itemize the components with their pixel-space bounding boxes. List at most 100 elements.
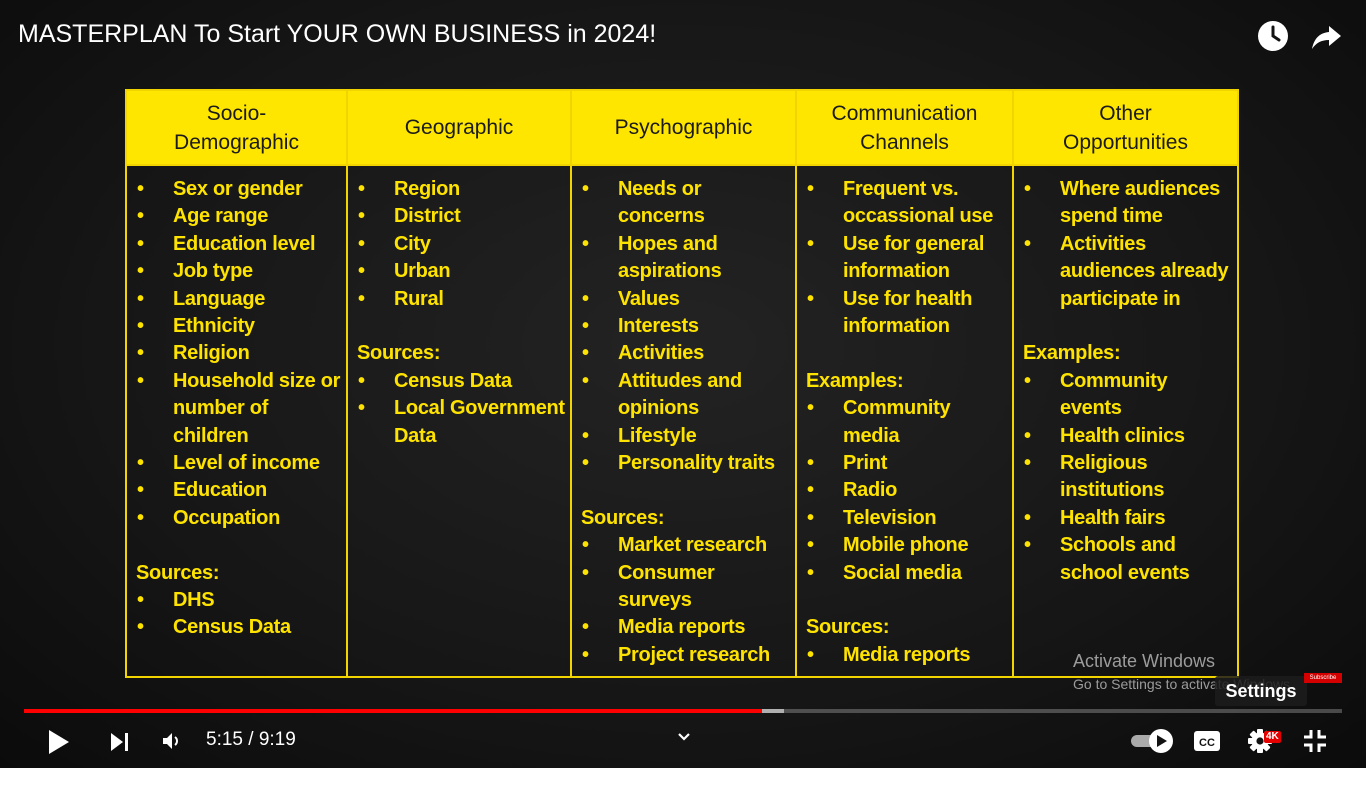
subscribe-badge[interactable]: Subscribe	[1304, 673, 1342, 683]
section: Examples: Community eventsHealth clinics…	[1020, 340, 1233, 587]
list-item: Hopes and aspirations	[578, 231, 791, 286]
list-item: Activities audiences already participate…	[1020, 231, 1233, 313]
list-item: Market research	[578, 532, 791, 560]
section-label: Sources:	[581, 506, 665, 529]
list-item: Religion	[133, 340, 342, 368]
autoplay-toggle-icon	[1131, 729, 1173, 753]
list-item: Television	[803, 505, 1008, 533]
list-item: Project research	[578, 642, 791, 670]
item-list: Sex or genderAge rangeEducation levelJob…	[133, 176, 342, 533]
cc-icon: CC	[1194, 731, 1220, 751]
column-body: Where audiences spend timeActivities aud…	[1014, 166, 1237, 587]
section: Sources: Market researchConsumer surveys…	[578, 505, 791, 670]
play-button[interactable]	[46, 728, 72, 756]
play-icon	[49, 730, 69, 754]
video-title[interactable]: MASTERPLAN To Start YOUR OWN BUSINESS in…	[18, 20, 657, 48]
volume-button[interactable]	[160, 729, 184, 753]
list-item: Lifestyle	[578, 423, 791, 451]
list-item: Census Data	[133, 614, 342, 642]
section: Sources: Census DataLocal Government Dat…	[354, 340, 566, 450]
list-item: Job type	[133, 258, 342, 286]
section-label: Examples:	[1023, 342, 1121, 365]
section-label: Sources:	[136, 561, 220, 584]
cc-button[interactable]: CC	[1193, 728, 1221, 754]
list-item: Community events	[1020, 368, 1233, 423]
column-other-opportunities: Other Opportunities Where audiences spen…	[1014, 91, 1237, 676]
list-item: Interests	[578, 313, 791, 341]
next-button[interactable]	[108, 730, 132, 754]
list-item: Media reports	[578, 614, 791, 642]
column-header-label: Socio- Demographic	[174, 101, 299, 154]
list-item: Health clinics	[1020, 423, 1233, 451]
list-item: Education level	[133, 231, 342, 259]
list-item: Schools and school events	[1020, 532, 1233, 587]
list-item: Local Government Data	[354, 395, 566, 450]
list-item: DHS	[133, 587, 342, 615]
column-header: Geographic	[348, 91, 570, 166]
quality-badge: 4K	[1264, 731, 1281, 743]
list-item: Urban	[354, 258, 566, 286]
section-list: Market researchConsumer surveysMedia rep…	[578, 532, 791, 669]
list-item: Radio	[803, 477, 1008, 505]
column-body: Needs or concernsHopes and aspirationsVa…	[572, 166, 795, 670]
list-item: Religious institutions	[1020, 450, 1233, 505]
settings-tooltip: Settings	[1215, 676, 1307, 706]
item-list: Where audiences spend timeActivities aud…	[1020, 176, 1233, 313]
time-display: 5:15 / 9:19	[206, 729, 296, 750]
section-list: Community mediaPrintRadioTelevisionMobil…	[803, 395, 1008, 587]
list-item: Personality traits	[578, 450, 791, 478]
video-player[interactable]: MASTERPLAN To Start YOUR OWN BUSINESS in…	[0, 0, 1366, 768]
column-header: Psychographic	[572, 91, 795, 166]
list-item: Sex or gender	[133, 176, 342, 204]
item-list: Frequent vs. occassional useUse for gene…	[803, 176, 1008, 340]
column-header: Other Opportunities	[1014, 91, 1237, 166]
list-item: Needs or concerns	[578, 176, 791, 231]
list-item: Activities	[578, 340, 791, 368]
chevron-down-icon[interactable]	[675, 728, 693, 746]
progress-played	[24, 709, 763, 713]
column-header-label: Communication Channels	[831, 101, 978, 154]
autoplay-toggle[interactable]	[1130, 727, 1174, 755]
share-icon[interactable]	[1309, 18, 1345, 54]
list-item: Level of income	[133, 450, 342, 478]
list-item: Region	[354, 176, 566, 204]
column-communication-channels: Communication Channels Frequent vs. occa…	[797, 91, 1014, 676]
list-item: Community media	[803, 395, 1008, 450]
list-item: Education	[133, 477, 342, 505]
slide-table: Socio- Demographic Sex or genderAge rang…	[125, 89, 1239, 678]
item-list: RegionDistrictCityUrbanRural	[354, 176, 566, 313]
section: Sources: DHSCensus Data	[133, 560, 342, 643]
list-item: Media reports	[803, 642, 1008, 670]
list-item: Health fairs	[1020, 505, 1233, 533]
list-item: Rural	[354, 286, 566, 314]
column-body: RegionDistrictCityUrbanRural Sources: Ce…	[348, 166, 570, 450]
list-item: Print	[803, 450, 1008, 478]
section-list: Media reports	[803, 642, 1008, 670]
item-list: Needs or concernsHopes and aspirationsVa…	[578, 176, 791, 478]
list-item: Mobile phone	[803, 532, 1008, 560]
column-socio-demographic: Socio- Demographic Sex or genderAge rang…	[127, 91, 348, 676]
list-item: District	[354, 203, 566, 231]
progress-bar[interactable]	[24, 709, 1342, 713]
list-item: Social media	[803, 560, 1008, 588]
column-body: Frequent vs. occassional useUse for gene…	[797, 166, 1012, 670]
list-item: Household size or number of children	[133, 368, 342, 450]
list-item: Occupation	[133, 505, 342, 533]
list-item: City	[354, 231, 566, 259]
fullscreen-exit-icon	[1304, 730, 1326, 752]
section-label: Sources:	[806, 616, 890, 639]
list-item: Language	[133, 286, 342, 314]
column-header: Socio- Demographic	[127, 91, 346, 166]
clock-icon[interactable]	[1255, 18, 1291, 54]
volume-icon	[163, 733, 178, 749]
section-label: Sources:	[357, 342, 441, 365]
list-item: Where audiences spend time	[1020, 176, 1233, 231]
windows-activation-title: Activate Windows	[1073, 651, 1216, 671]
fullscreen-exit-button[interactable]	[1302, 728, 1328, 754]
list-item: Age range	[133, 203, 342, 231]
section: Examples: Community mediaPrintRadioTelev…	[803, 368, 1008, 588]
column-psychographic: Psychographic Needs or concernsHopes and…	[572, 91, 797, 676]
list-item: Census Data	[354, 368, 566, 396]
list-item: Consumer surveys	[578, 560, 791, 615]
list-item: Use for health information	[803, 286, 1008, 341]
